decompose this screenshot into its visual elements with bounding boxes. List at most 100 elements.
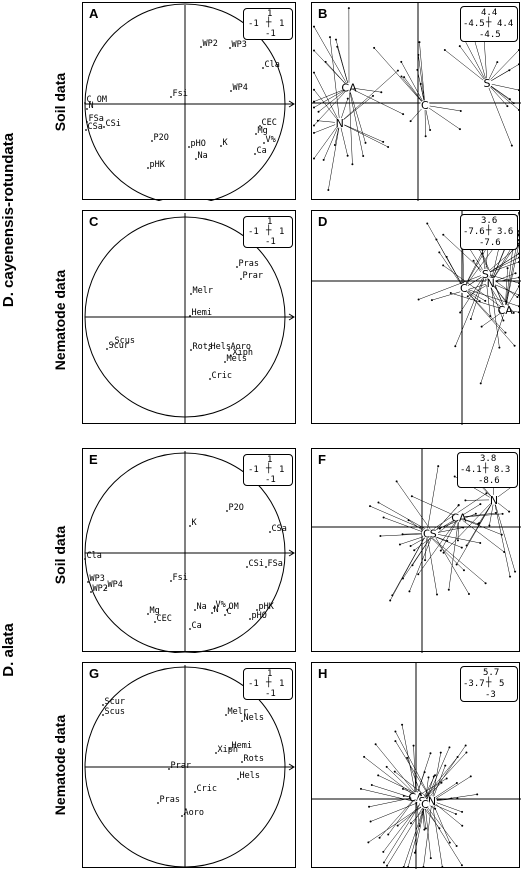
star-ray <box>485 273 518 298</box>
variable-label: pHO <box>252 611 267 621</box>
variable-label: V% <box>266 135 276 145</box>
star-ray <box>339 95 374 123</box>
star-ray <box>318 87 350 113</box>
observation-point <box>496 61 499 64</box>
observation-point <box>402 794 405 797</box>
observation-point <box>426 222 429 225</box>
scale-left: -1 <box>248 465 259 475</box>
variable-point <box>170 96 172 98</box>
scale-bottom: -3 <box>485 690 496 700</box>
observation-point <box>436 593 439 596</box>
star-ray <box>431 752 442 802</box>
variable-label: Scus <box>105 707 125 717</box>
row-label-soil-1: Soil data <box>52 72 68 132</box>
star-ray <box>458 513 503 518</box>
variable-point <box>112 343 114 345</box>
centroid-label: N <box>490 494 498 507</box>
variable-point <box>265 566 267 568</box>
variable-label: Nels <box>244 713 264 723</box>
variable-label: Hemi <box>192 308 212 318</box>
panel-b-scale-box: 4.4 -4.5 ┼ 4.4 -4.5 <box>460 6 518 42</box>
variable-label: WP3 <box>90 574 105 584</box>
observation-point <box>363 755 366 758</box>
star-ray <box>472 34 488 84</box>
star-ray <box>395 731 433 802</box>
star-ray <box>418 517 460 575</box>
variable-point <box>90 591 92 593</box>
observation-point <box>518 48 520 51</box>
observation-point <box>518 252 520 255</box>
panel-f-plot: N CA C S <box>312 449 521 653</box>
star-ray <box>414 803 426 853</box>
variable-label: Xiph <box>218 745 238 755</box>
star-ray <box>413 745 417 798</box>
variable-point <box>168 768 170 770</box>
observation-point <box>518 282 520 285</box>
variable-point <box>102 714 104 716</box>
centroid-label: C <box>421 99 429 112</box>
variable-label: FSa <box>268 559 283 569</box>
variable-point <box>246 566 248 568</box>
observation-point <box>439 751 442 754</box>
crosshair-icon: ┼ <box>486 678 492 688</box>
star-ray <box>409 533 434 592</box>
observation-point <box>445 777 448 780</box>
observation-point <box>440 781 443 784</box>
observation-point <box>465 751 468 754</box>
star-ray <box>418 273 486 300</box>
observation-point <box>469 318 472 321</box>
star-ray <box>431 800 443 868</box>
star-ray <box>432 533 470 595</box>
scale-bottom: -7.6 <box>479 238 501 248</box>
star-ray <box>348 87 353 165</box>
observation-point <box>367 841 370 844</box>
scale-right: 5 <box>499 679 505 689</box>
variable-label: WP3 <box>232 40 247 50</box>
variable-label: CSa <box>88 122 103 132</box>
observation-point <box>359 787 362 790</box>
star-ray <box>348 87 364 157</box>
observation-point <box>413 851 416 854</box>
observation-point <box>427 776 430 779</box>
star-ray <box>383 800 423 852</box>
star-ray <box>424 745 466 805</box>
star-ray <box>328 122 341 191</box>
observation-point <box>416 68 419 71</box>
centroid-marker <box>480 268 491 279</box>
star-ray <box>403 77 426 106</box>
star-ray <box>313 26 350 88</box>
crosshair-icon: ┼ <box>266 464 272 474</box>
star-ray <box>486 83 513 146</box>
observation-point <box>401 577 404 580</box>
observation-point <box>459 109 462 112</box>
observation-point <box>476 793 479 796</box>
variable-label: Pras <box>239 259 259 269</box>
panel-h-letter: H <box>318 666 328 681</box>
observation-point <box>488 524 491 527</box>
centroid-label: CA <box>498 304 514 317</box>
star-ray <box>490 282 500 348</box>
variable-label: K <box>192 518 198 528</box>
observation-point <box>313 88 315 91</box>
observation-point <box>460 864 463 867</box>
observation-point <box>393 770 396 773</box>
star-ray <box>401 724 417 798</box>
row-label-nematode-2: Nematode data <box>52 714 68 816</box>
centroid-marker <box>344 82 354 93</box>
observation-point <box>518 256 520 259</box>
variable-label: N <box>89 101 94 111</box>
observation-point <box>443 48 446 51</box>
star-ray <box>458 517 505 553</box>
axis-arrow-icon <box>288 100 295 108</box>
observation-point <box>424 135 427 138</box>
variable-label: Cla <box>87 551 102 561</box>
scale-right: 1 <box>279 227 285 237</box>
variable-point <box>103 126 105 128</box>
variable-label: K <box>223 138 229 148</box>
panel-c-scale-box: 1 -1 ┼ 1 -1 <box>243 216 293 248</box>
variable-label: FSa <box>89 114 104 124</box>
star-ray <box>443 265 506 311</box>
star-ray <box>433 533 481 544</box>
observation-point <box>456 797 459 800</box>
observation-point <box>518 260 520 263</box>
